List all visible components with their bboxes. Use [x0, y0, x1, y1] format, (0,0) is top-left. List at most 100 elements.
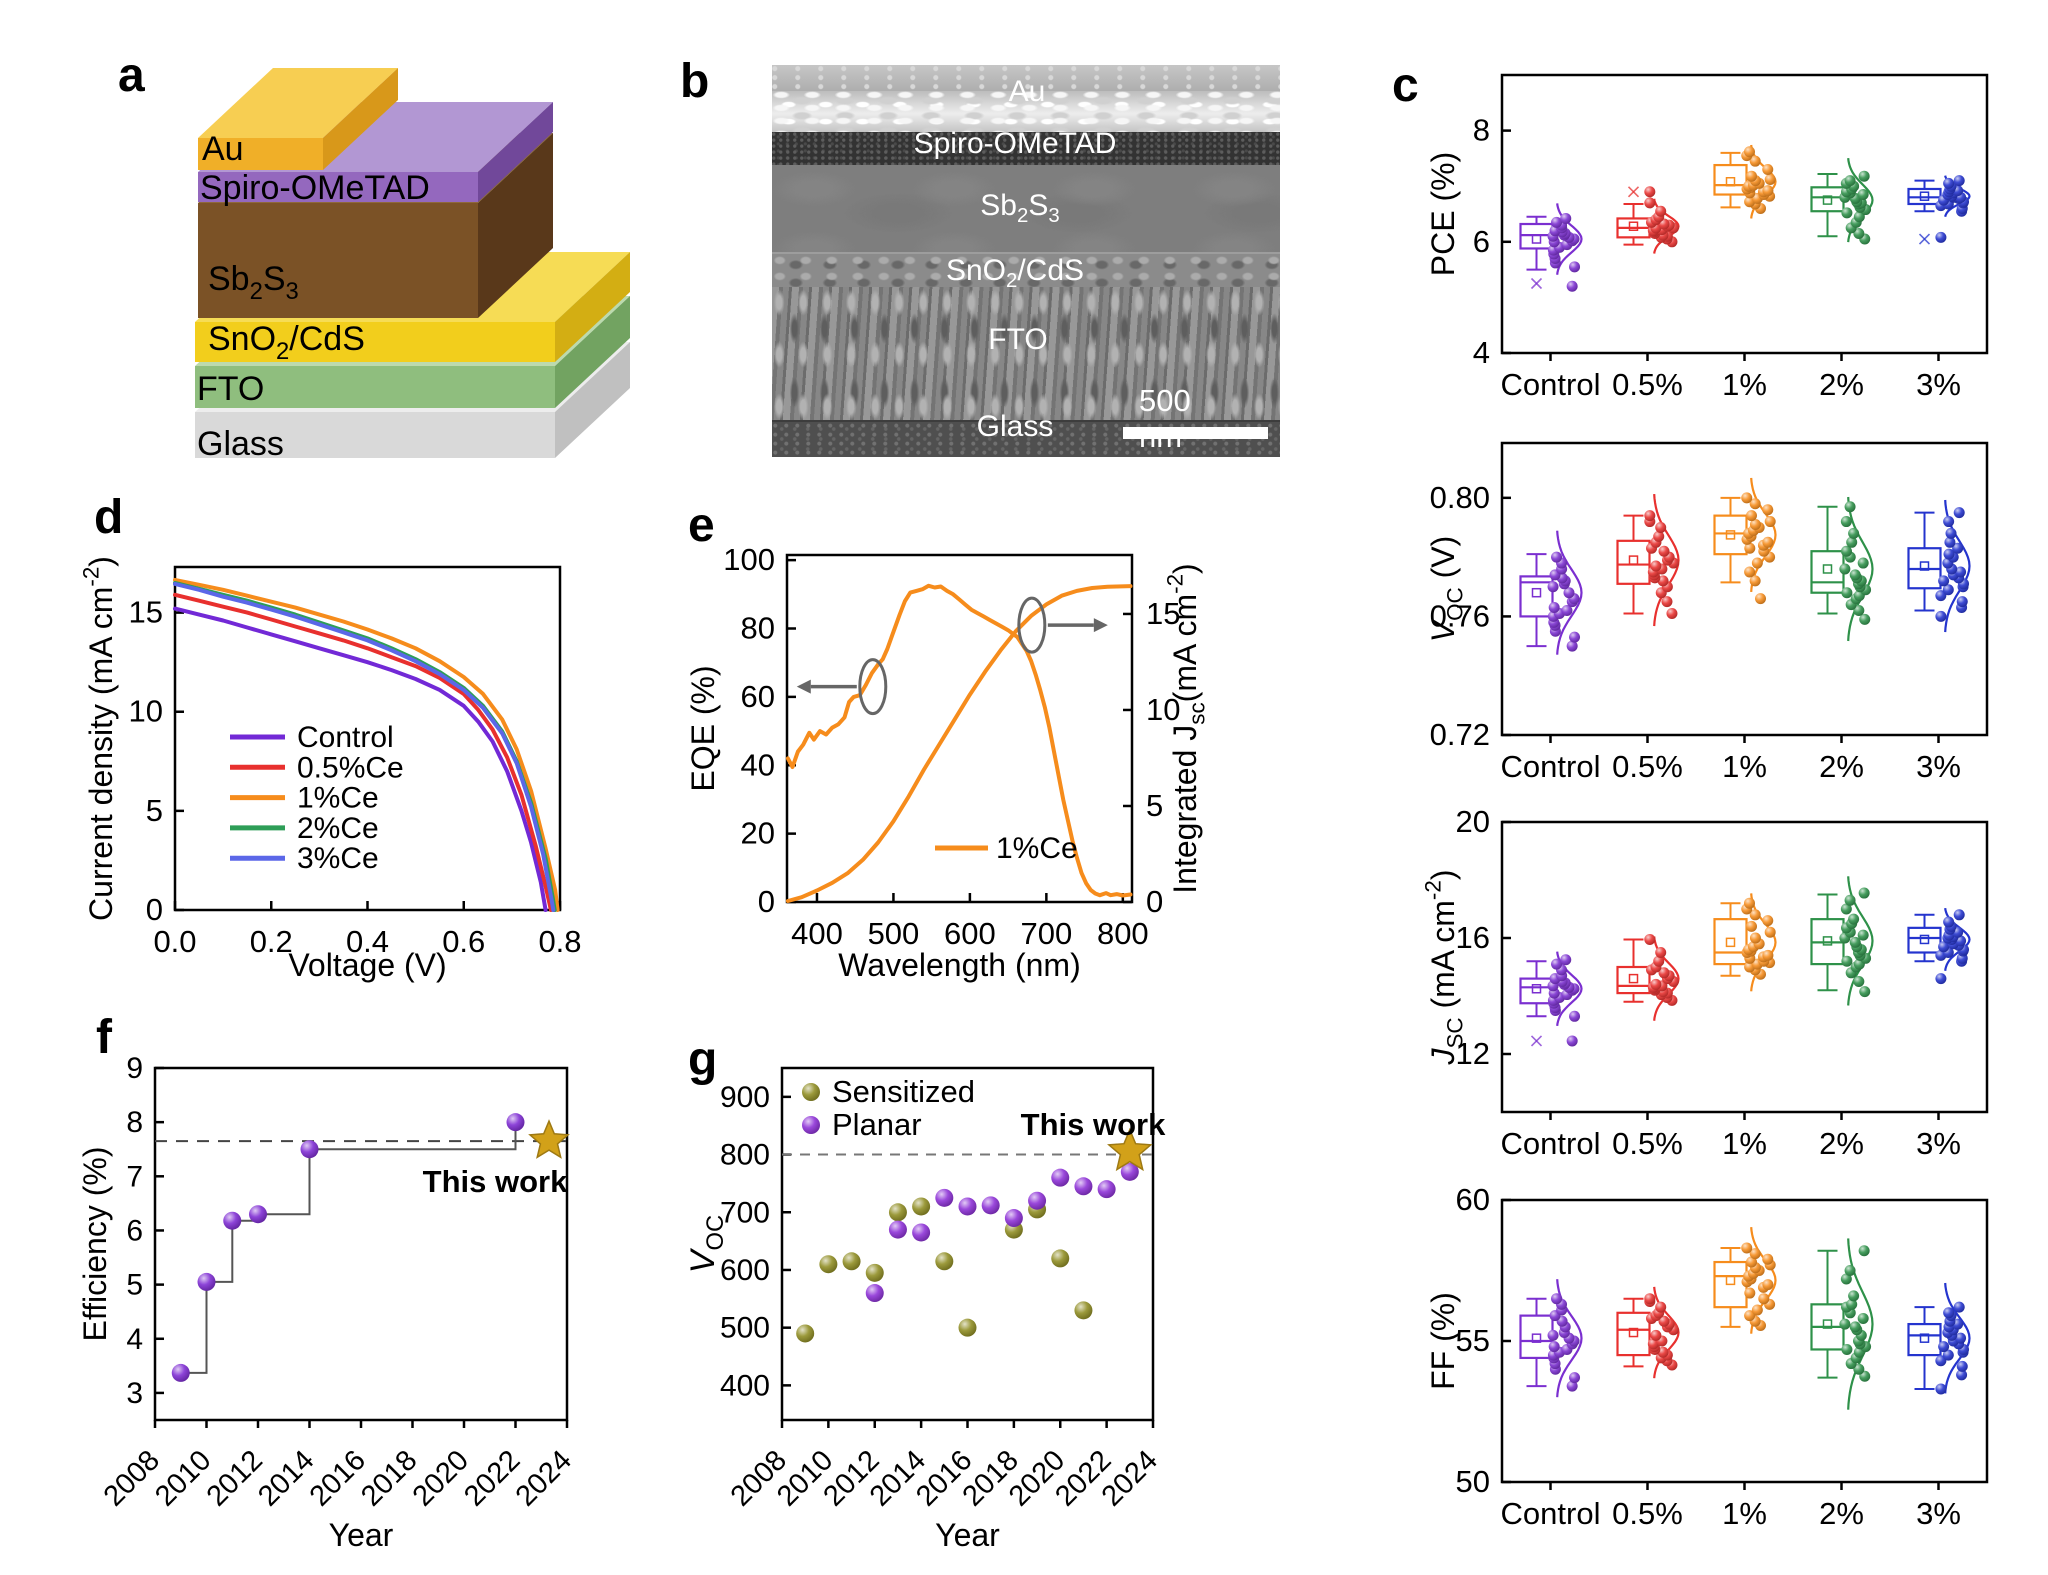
y-tick-label: 15 [1146, 596, 1180, 631]
mean-marker [1822, 1319, 1833, 1329]
x-tick-label: 2018 [355, 1444, 423, 1512]
x-category-label: 2% [1819, 367, 1864, 402]
y-tick-label: 400 [720, 1369, 770, 1402]
box [1616, 1311, 1651, 1357]
data-point [1745, 920, 1757, 932]
x-tick-label: 400 [791, 916, 843, 951]
data-point [1938, 1341, 1950, 1353]
x-category-label: 3% [1916, 749, 1961, 784]
data-point [1551, 958, 1563, 970]
data-point [1644, 1293, 1656, 1305]
data-point [1858, 170, 1870, 182]
panel-letter-b: b [680, 55, 710, 108]
x-tick-label: 600 [944, 916, 996, 951]
box [1907, 926, 1942, 954]
data-point [1857, 929, 1869, 941]
data-point [1644, 197, 1656, 209]
x-tick-label: 0.4 [346, 924, 389, 959]
x-axis-title-g: Year [935, 1517, 1000, 1553]
y-tick-label: 0 [146, 892, 163, 927]
layer-label-au: Au [202, 130, 244, 168]
data-point [1841, 587, 1853, 599]
x-category-label: 2% [1819, 1496, 1864, 1531]
y-tick-label: 800 [720, 1139, 770, 1172]
box [1810, 550, 1845, 594]
mean-marker [1628, 973, 1639, 984]
jv-curve-1Ce [173, 577, 560, 912]
mean-marker [1725, 937, 1736, 948]
data-point [1858, 887, 1870, 899]
mean-marker [1628, 555, 1639, 565]
data-point [1848, 527, 1860, 539]
data-point [1841, 1343, 1853, 1355]
voc-point-sensitized [796, 1324, 815, 1343]
layer-label-glass: Glass [197, 425, 284, 463]
data-point [1548, 1341, 1560, 1353]
data-point [1943, 516, 1955, 528]
layer-side-sb2s3 [478, 133, 553, 318]
legend-label: 3%Ce [297, 842, 379, 875]
data-point [1744, 542, 1756, 554]
data-point [1741, 492, 1753, 504]
data-point [1551, 216, 1563, 228]
y-tick-label: 20 [741, 816, 775, 851]
y-tick-label: 4 [1473, 335, 1490, 370]
voc-point-planar [935, 1188, 954, 1207]
legend-label: 1%Ce [297, 782, 379, 815]
data-point [1942, 1349, 1954, 1361]
data-point [1551, 551, 1563, 563]
data-point [1658, 1315, 1670, 1327]
plot-frame [1500, 73, 1989, 355]
data-point [1840, 545, 1852, 557]
layer-top-au [198, 68, 398, 138]
data-point [1943, 548, 1955, 560]
data-point [1844, 501, 1856, 513]
outlier-x [1530, 1035, 1543, 1047]
data-point [1566, 1380, 1578, 1392]
data-point [1943, 177, 1955, 189]
data-point [1840, 516, 1852, 528]
data-point [1762, 1253, 1774, 1265]
data-point [1762, 185, 1774, 197]
x-category-label: Control [1501, 367, 1601, 402]
data-point [1853, 1363, 1865, 1375]
data-point [1655, 1301, 1667, 1313]
data-point [1661, 596, 1673, 608]
panel-f-efficiency-chart: 3 4 5 6 7 8 9 200820102012201420162018202020222… [80, 1052, 578, 1553]
data-point [1953, 909, 1965, 921]
data-point [1762, 915, 1774, 927]
plot-frame [153, 1066, 569, 1422]
plot-frame [785, 553, 1134, 904]
voc-point-planar [1004, 1209, 1023, 1228]
layer-label-sb2s3: Sb2S3 [208, 260, 299, 305]
voc-point-planar [981, 1196, 1000, 1215]
mean-marker [1919, 191, 1930, 201]
sem-layer-sb2s3 [772, 165, 1280, 252]
y-axis-title-c-ff: FF (%) [1425, 1292, 1461, 1390]
data-point [1741, 1242, 1753, 1254]
efficiency-point [506, 1113, 525, 1132]
data-point [1644, 933, 1656, 945]
eqe-curve [785, 583, 1133, 898]
sem-layer-fto [772, 287, 1280, 420]
step-line [180, 1122, 517, 1374]
data-point [1857, 557, 1869, 569]
x-category-label: 0.5% [1612, 749, 1683, 784]
data-point [1743, 146, 1755, 158]
data-point [1943, 916, 1955, 928]
y-tick-label: 6 [126, 1214, 143, 1247]
data-point [1745, 510, 1757, 522]
y-tick-label: 10 [1146, 692, 1180, 727]
violin-curve [1653, 494, 1680, 627]
data-point [1658, 967, 1670, 979]
x-tick-label: 0.0 [153, 924, 196, 959]
this-work-label: This work [1021, 1107, 1166, 1142]
data-point [1745, 1256, 1757, 1268]
data-point [1841, 207, 1853, 219]
data-point [1551, 1293, 1563, 1305]
y-axis-title-jsc: Integrated Jsc(mA cm-2) [1163, 563, 1210, 893]
data-point [1762, 1279, 1774, 1291]
data-point [1846, 1298, 1858, 1310]
efficiency-point [197, 1272, 216, 1291]
mean-marker [1725, 1275, 1736, 1286]
